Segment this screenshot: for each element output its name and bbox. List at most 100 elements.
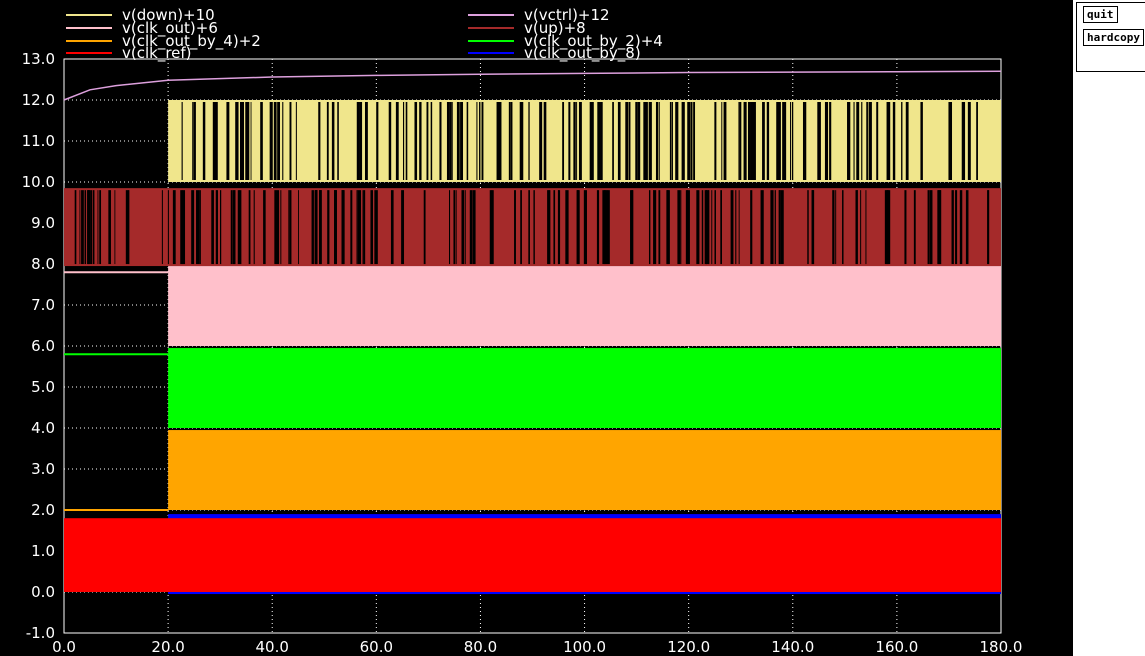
series-v-up-8-gap <box>696 190 700 265</box>
series-v-up-8-gap <box>276 190 280 265</box>
series-v-up-8-gap <box>514 190 516 265</box>
series-v-down-10-gap <box>751 102 754 180</box>
series-v-down-10-gap <box>508 102 511 180</box>
quit-button[interactable]: quit <box>1083 6 1118 23</box>
series-v-down-10-gap <box>723 102 727 180</box>
series-v-up-8-gap <box>263 190 266 265</box>
series-v-down-10-gap <box>628 102 631 180</box>
legend-label: v(clk_out_by_4)+2 <box>122 32 261 51</box>
series-v-down-10-gap <box>643 102 647 180</box>
series-v-down-10-gap <box>446 102 450 180</box>
series-v-down-10-gap <box>576 102 578 180</box>
series-v-down-10-gap <box>714 102 717 180</box>
series-v-down-10-gap <box>675 102 679 180</box>
series-v-down-10-gap <box>589 102 592 180</box>
series-v-down-10-gap <box>543 102 547 180</box>
series-v-up-8-gap <box>423 190 426 265</box>
series-v-up-8-gap <box>81 190 84 265</box>
series-v-up-8-gap <box>607 190 610 265</box>
series-v-up-8-gap <box>770 190 774 265</box>
series-v-clk-out-by-4-2-band <box>168 430 1002 510</box>
series-v-up-8-gap <box>315 190 318 265</box>
x-tick-label: 160.0 <box>875 638 918 656</box>
series-v-up-8-gap <box>469 190 473 265</box>
series-v-up-8-gap <box>860 190 862 265</box>
series-v-up-8-gap <box>489 190 493 265</box>
series-v-down-10-gap <box>784 102 787 180</box>
series-v-down-10-gap <box>790 102 792 180</box>
series-v-up-8-gap <box>648 190 651 265</box>
series-v-up-8-gap <box>390 190 394 265</box>
y-tick-label: 5.0 <box>31 378 55 396</box>
series-v-up-8-gap <box>401 190 405 265</box>
series-v-vctrl-12 <box>63 70 1002 101</box>
series-v-down-10-gap <box>887 102 890 180</box>
series-v-up-8-gap <box>230 190 233 265</box>
series-v-down-10-gap <box>498 102 502 180</box>
y-tick-label: 1.0 <box>31 542 55 560</box>
series-v-down-10-gap <box>612 102 614 180</box>
series-v-up-8-gap <box>311 190 314 265</box>
series-v-up-8-gap <box>350 190 353 265</box>
series-v-down-10-gap <box>671 102 673 180</box>
series-v-up-8-gap <box>780 190 784 265</box>
series-v-down-10-gap <box>181 102 183 180</box>
series-v-down-10-gap <box>250 102 252 180</box>
series-v-down-10-gap <box>753 102 756 180</box>
series-v-down-10-gap <box>655 102 659 180</box>
series-v-down-10-gap <box>625 102 627 180</box>
series-v-down-10-gap <box>449 102 452 180</box>
series-v-up-8-gap <box>108 190 111 265</box>
series-v-up-8-gap <box>811 190 815 265</box>
series-v-down-10-gap <box>905 102 909 180</box>
series-v-down-10-gap <box>802 102 805 180</box>
series-v-up-8-gap <box>167 190 169 265</box>
y-tick-label: 2.0 <box>31 501 55 519</box>
series-v-up-8-gap <box>653 190 657 265</box>
series-v-up-8-gap <box>74 190 76 265</box>
series-v-down-10-gap <box>235 102 239 180</box>
series-v-down-10-gap <box>295 102 297 180</box>
series-v-up-8-gap <box>596 190 600 265</box>
series-v-down-10-gap <box>402 102 405 180</box>
series-v-up-8-gap <box>929 190 932 265</box>
series-v-down-10-gap <box>658 102 660 180</box>
series-v-down-10-gap <box>648 102 652 180</box>
y-tick-label: 11.0 <box>22 132 55 150</box>
series-v-down-10-gap <box>405 102 408 180</box>
series-v-up-8-gap <box>955 190 958 265</box>
series-v-clk-ref-band <box>64 518 1001 592</box>
hardcopy-button[interactable]: hardcopy <box>1083 29 1144 46</box>
series-v-down-10-gap <box>359 102 363 180</box>
series-v-up-8-gap <box>219 190 222 265</box>
series-v-up-8-gap <box>658 190 661 265</box>
series-v-down-10-gap <box>963 102 966 180</box>
series-v-down-10-gap <box>192 102 194 180</box>
series-v-up-8-gap <box>90 190 93 265</box>
series-v-down-10-gap <box>318 102 321 180</box>
series-v-up-8-gap <box>855 190 858 265</box>
series-v-down-10-gap <box>460 102 464 180</box>
y-tick-label: 4.0 <box>31 419 55 437</box>
series-v-down-10-gap <box>337 102 339 180</box>
series-v-clk-out-6-band <box>168 266 1002 346</box>
series-v-down-10-gap <box>388 102 392 180</box>
y-tick-label: 13.0 <box>22 50 55 68</box>
series-v-down-10-gap <box>961 102 965 180</box>
series-v-down-10-gap <box>479 102 481 180</box>
series-v-up-8-gap <box>631 190 634 265</box>
series-v-down-10-gap <box>202 102 206 180</box>
series-v-up-8-gap <box>913 190 916 265</box>
series-v-up-8-gap <box>370 190 373 265</box>
series-v-up-8-gap <box>548 190 550 265</box>
series-v-down-10-band <box>168 100 1002 182</box>
legend-label: v(clk_out_by_2)+4 <box>524 32 663 51</box>
series-v-down-10-gap <box>791 102 794 180</box>
legend-label: v(clk_ref) <box>122 44 192 63</box>
series-v-up-8-gap <box>606 190 609 265</box>
series-v-down-10-gap <box>578 102 582 180</box>
series-v-down-10-gap <box>776 102 780 180</box>
series-v-up-8-gap <box>533 190 535 265</box>
series-v-up-8-gap <box>959 190 963 265</box>
series-v-up-8-gap <box>125 190 130 265</box>
